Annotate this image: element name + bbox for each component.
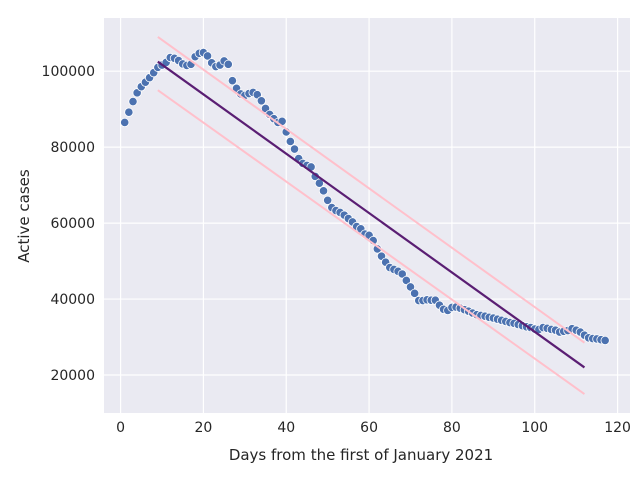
y-tick-label: 100000	[42, 64, 95, 80]
data-point	[120, 117, 130, 128]
x-axis-label: Days from the first of January 2021	[229, 446, 493, 464]
data-point	[600, 335, 610, 346]
tick-labels: 0 20 40 60 80 100 120 20000 40000 60000 80000 10000…	[42, 64, 631, 436]
x-tick-label: 120	[604, 420, 631, 436]
y-tick-label: 80000	[50, 140, 95, 156]
lower-band-line	[157, 89, 586, 395]
data-point	[323, 195, 333, 205]
series-layer	[120, 36, 610, 395]
data-point	[285, 136, 295, 147]
x-tick-label: 80	[443, 420, 461, 436]
data-point	[410, 288, 420, 298]
x-tick-label: 100	[521, 420, 548, 436]
data-point	[397, 269, 407, 279]
x-tick-label: 0	[116, 420, 125, 436]
data-point	[124, 107, 134, 117]
data-point	[289, 144, 300, 154]
data-point	[405, 282, 416, 292]
data-point	[223, 59, 233, 69]
data-point	[401, 275, 411, 286]
data-point	[227, 76, 237, 86]
fit-line	[157, 60, 586, 369]
x-tick-label: 20	[194, 420, 212, 436]
x-tick-label: 60	[360, 420, 378, 436]
y-axis-label: Active cases	[15, 169, 33, 263]
y-tick-label: 20000	[50, 368, 95, 384]
data-point	[256, 96, 266, 106]
upper-band-line	[157, 36, 586, 344]
grid-lines	[104, 18, 630, 413]
y-tick-label: 40000	[50, 292, 95, 308]
plot-background	[104, 18, 630, 413]
data-point	[318, 186, 329, 196]
data-point	[128, 96, 138, 107]
data-point	[202, 51, 213, 61]
y-tick-label: 60000	[50, 216, 95, 232]
x-tick-label: 40	[277, 420, 295, 436]
data-point	[314, 178, 324, 188]
